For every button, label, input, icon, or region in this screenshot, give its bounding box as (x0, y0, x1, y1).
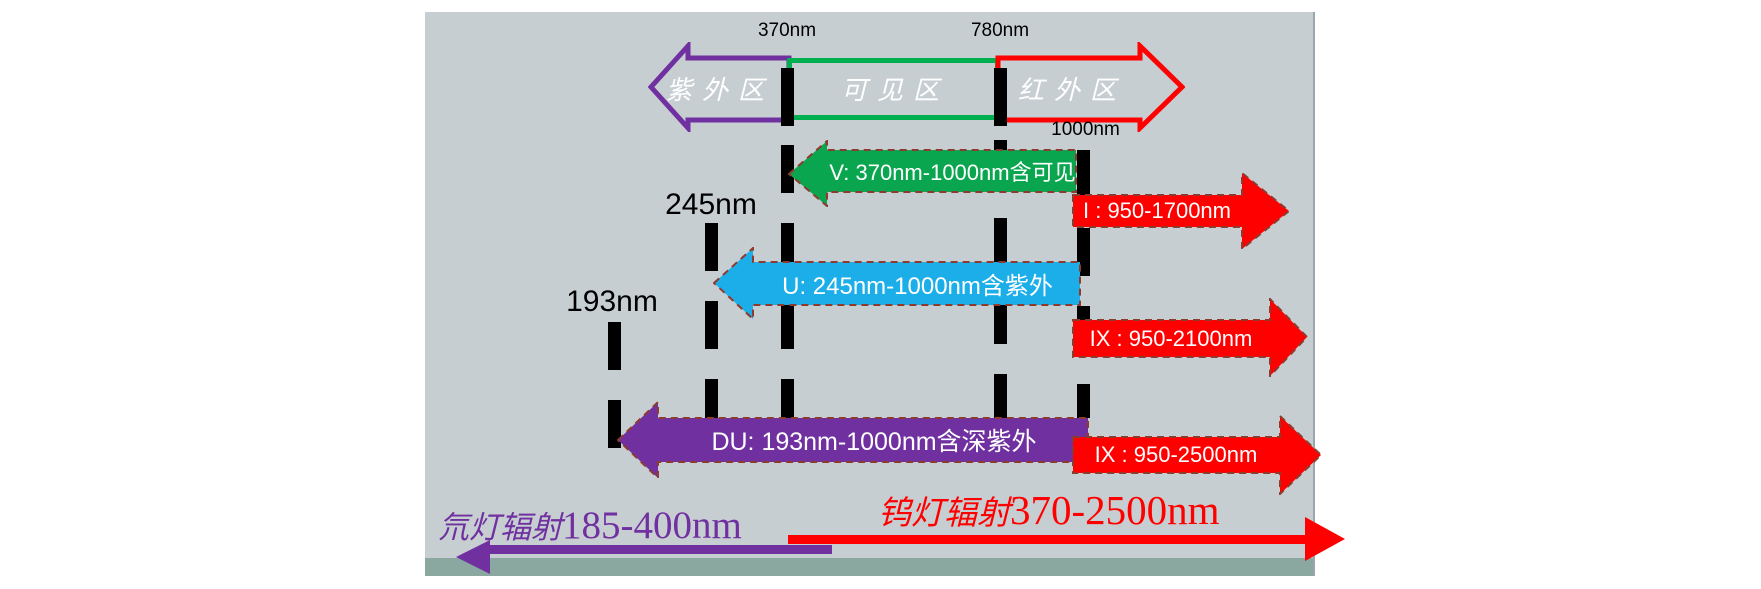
tungsten-lamp-name: 钨灯辐射 (878, 496, 1010, 532)
label-370nm: 370nm (757, 20, 817, 41)
arrow-u-label: U: 245nm-1000nm含紫外 (782, 273, 1053, 300)
deuterium-lamp-arrow-line (488, 545, 832, 554)
ir-band-arrow-shape (995, 42, 1185, 132)
tungsten-lamp-range: 370-2500nm (1010, 487, 1220, 533)
arrow-ix-2100-shape (1072, 298, 1308, 377)
arrow-v-shape (788, 140, 1077, 207)
arrow-ix-2500-label: IX : 950-2500nm (1094, 442, 1258, 467)
arrow-ix-2500 (1072, 415, 1322, 495)
visible-region-label: 可见区 (840, 74, 949, 105)
arrow-ix-2100 (1072, 298, 1308, 377)
deuterium-lamp-range: 185-400nm (562, 504, 742, 547)
uv-region-label: 紫外区 (665, 74, 774, 105)
arrow-v (788, 140, 1077, 207)
arrow-ix-2500-shape (1072, 415, 1322, 495)
deuterium-lamp-name: 氘灯辐射 (438, 510, 562, 545)
arrow-u-shape (713, 247, 1081, 320)
label-780nm: 780nm (970, 20, 1030, 41)
arrow-v-label: V: 370nm-1000nm含可见 (829, 160, 1076, 185)
tungsten-lamp-arrow-line (788, 535, 1307, 544)
arrow-du (617, 400, 1089, 480)
label-1000nm: 1000nm (1051, 119, 1120, 140)
arrow-du-label: DU: 193nm-1000nm含深紫外 (711, 428, 1037, 456)
ir-band-arrow (995, 42, 1185, 132)
dashed-line-193nm (608, 322, 621, 453)
arrow-i-shape (1072, 172, 1290, 250)
arrow-du-shape (617, 400, 1089, 480)
label-245nm: 245nm (665, 188, 757, 221)
panel-footer-bar (425, 558, 1313, 576)
dashed-line-245nm (705, 223, 718, 432)
arrow-ix-2100-label: IX : 950-2100nm (1089, 325, 1253, 351)
arrow-i-label: I : 950-1700nm (1083, 198, 1231, 223)
label-193nm: 193nm (566, 285, 658, 318)
arrow-i (1072, 172, 1290, 250)
tick-780nm (994, 68, 1007, 126)
deuterium-lamp-arrowhead-icon (456, 540, 490, 574)
deuterium-lamp-label: 氘灯辐射185-400nm (438, 502, 742, 548)
tungsten-lamp-label: 钨灯辐射370-2500nm (878, 486, 1220, 534)
arrow-u (713, 247, 1081, 320)
tick-370nm (781, 68, 794, 126)
ir-region-label: 红外区 (1017, 74, 1126, 105)
tungsten-lamp-arrowhead-icon (1305, 517, 1345, 561)
